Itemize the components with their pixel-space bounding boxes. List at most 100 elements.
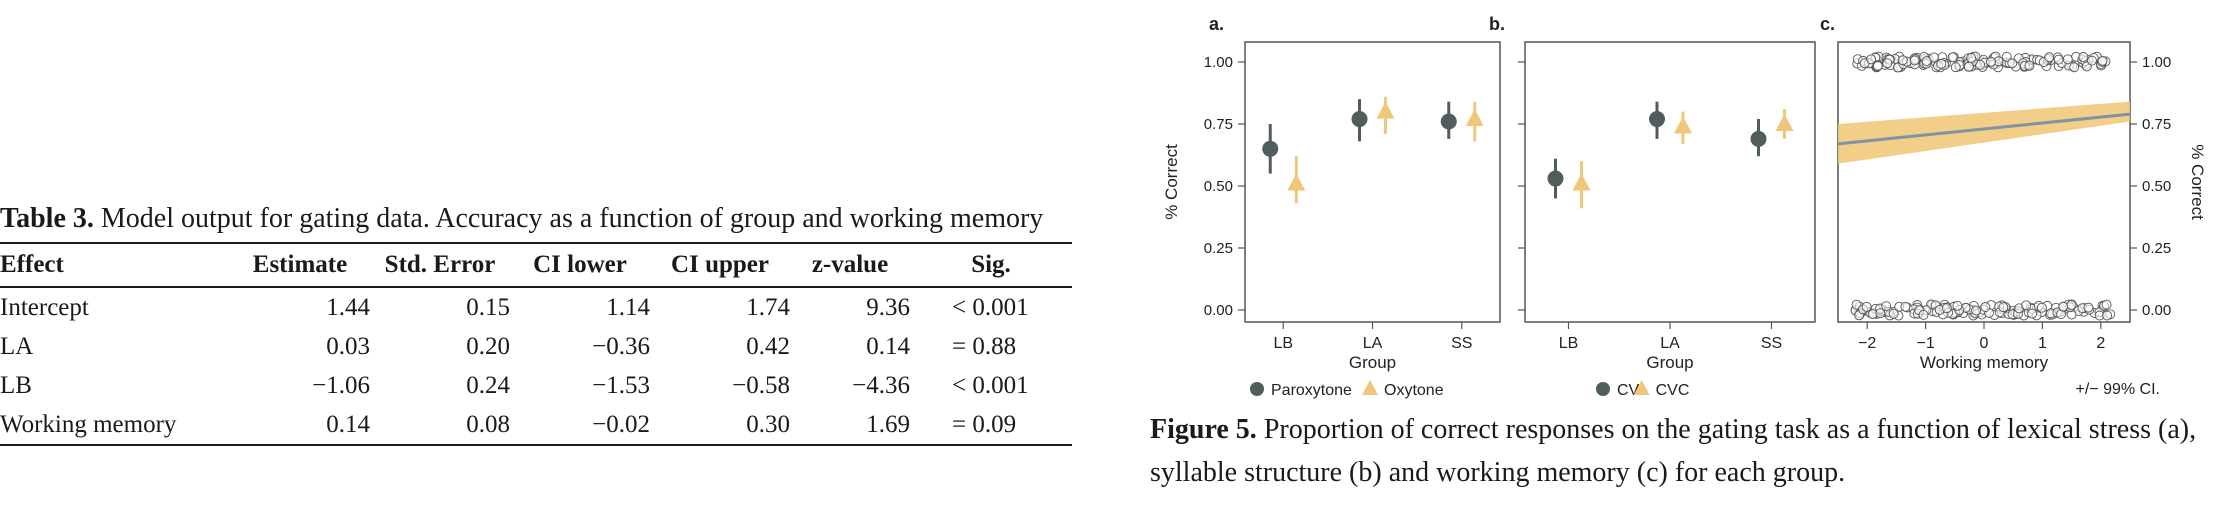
observation-point: [2007, 58, 2018, 69]
x-tick-label: SS: [1761, 335, 1782, 352]
y-axis-label: % Correct: [1162, 144, 1181, 220]
data-point-triangle: [1674, 116, 1692, 134]
panel-label: b.: [1489, 14, 1505, 34]
observation-point: [2066, 299, 2077, 310]
cell-z-value: 0.14: [866, 332, 910, 360]
panel-frame: [1524, 41, 1816, 323]
data-point-triangle: [1775, 114, 1794, 131]
observation-point: [2044, 52, 2055, 63]
data-point-circle: [1649, 111, 1665, 128]
panel-label: c.: [1820, 14, 1835, 34]
y-tick-label: 0.00: [2142, 302, 2171, 319]
legend-triangle-marker: [1362, 380, 1378, 395]
observation-point: [1998, 302, 2009, 313]
y-tick-label: 0.50: [2142, 178, 2171, 195]
data-point-circle: [1351, 111, 1368, 128]
table-row: LA 0.03 0.20 −0.36 0.42 0.14 = 0.88: [0, 327, 1072, 366]
observation-point: [2062, 54, 2073, 65]
cell-z-value: 9.36: [866, 293, 910, 321]
header-effect: Effect: [0, 251, 64, 278]
cell-ci-lower: −0.02: [592, 410, 650, 438]
cell-effect: LA: [0, 332, 34, 360]
observation-point: [1872, 61, 1883, 71]
legend-label: Oxytone: [1384, 382, 1444, 399]
observation-point: [1947, 52, 1958, 63]
legend-circle-marker: [1596, 382, 1610, 396]
y-tick-label: 0.25: [1204, 240, 1233, 257]
table-caption-text: Model output for gating data. Accuracy a…: [100, 203, 1044, 234]
legend-triangle-marker: [1633, 380, 1650, 395]
observation-point: [2083, 302, 2094, 313]
x-tick-label: 0: [1980, 335, 1989, 352]
observation-point: [2101, 299, 2112, 310]
cell-sig: = 0.88: [952, 332, 1017, 360]
observation-point: [1881, 301, 1892, 312]
y-tick-label: 0.75: [1204, 116, 1233, 133]
y-tick-label: 0.25: [2142, 240, 2171, 257]
observation-point: [2053, 54, 2064, 65]
cell-estimate: −1.06: [312, 371, 370, 399]
figure-caption-text: Proportion of correct responses on the g…: [1150, 414, 2197, 488]
x-axis-label: Group: [1349, 353, 1396, 372]
cell-ci-lower: −0.36: [592, 332, 650, 360]
observation-point: [1950, 62, 1961, 73]
observation-point: [2097, 55, 2108, 66]
observation-point: [1971, 305, 1982, 316]
cell-ci-upper: 1.74: [746, 293, 790, 321]
cell-estimate: 1.44: [326, 293, 370, 321]
observation-point: [1866, 54, 1877, 65]
legend-label: CVC: [1656, 382, 1690, 399]
panel-label: a.: [1209, 14, 1224, 34]
cell-ci-upper: 0.30: [746, 410, 790, 438]
observation-point: [2024, 60, 2035, 71]
header-sig: Sig.: [971, 251, 1011, 278]
x-tick-label: −1: [1916, 335, 1934, 352]
y-tick-label: 1.00: [1204, 54, 1233, 71]
x-tick-label: 2: [2096, 335, 2105, 352]
cell-effect: Intercept: [0, 293, 89, 321]
observation-point: [2036, 302, 2047, 313]
x-tick-label: SS: [1451, 335, 1472, 352]
observation-point: [1875, 308, 1886, 319]
y-tick-label: 0.75: [2142, 116, 2171, 133]
data-point-circle: [1750, 130, 1767, 147]
data-point-circle: [1547, 170, 1564, 187]
cell-std-error: 0.24: [466, 371, 510, 399]
panel-frame: [1244, 41, 1501, 323]
cell-ci-lower: 1.14: [606, 293, 650, 321]
cell-std-error: 0.20: [466, 332, 510, 360]
observation-point: [2078, 52, 2089, 62]
observation-point: [1980, 302, 1991, 313]
cell-effect: LB: [0, 371, 32, 399]
table-row: Working memory 0.14 0.08 −0.02 0.30 1.69…: [0, 405, 1072, 445]
y-axis-label: % Correct: [2188, 144, 2207, 220]
observation-point: [1966, 52, 1977, 63]
table-header-row: Effect Estimate Std. Error CI lower CI u…: [0, 243, 1072, 287]
data-point-triangle: [1465, 109, 1484, 127]
table-caption: Table 3. Model output for gating data. A…: [0, 198, 1075, 240]
table-label: Table 3.: [0, 203, 94, 234]
header-std-error: Std. Error: [384, 251, 496, 278]
cell-std-error: 0.15: [466, 293, 510, 321]
observation-point: [2001, 51, 2012, 62]
cell-z-value: −4.36: [852, 371, 910, 399]
x-tick-label: LB: [1273, 335, 1293, 352]
observation-point: [1882, 58, 1893, 69]
observation-point: [1861, 301, 1872, 312]
x-tick-label: 1: [2038, 335, 2047, 352]
cell-sig: < 0.001: [952, 371, 1029, 399]
observation-point: [1909, 55, 1920, 66]
header-estimate: Estimate: [252, 251, 348, 278]
cell-ci-upper: 0.42: [746, 332, 790, 360]
observation-point: [2069, 62, 2080, 73]
cell-sig: < 0.001: [952, 293, 1029, 321]
cell-effect: Working memory: [0, 410, 177, 438]
cell-estimate: 0.03: [326, 332, 370, 360]
x-tick-label: LA: [1660, 335, 1680, 352]
header-z-value: z-value: [811, 251, 889, 278]
x-axis-label: Working memory: [1920, 353, 2049, 372]
x-tick-label: LA: [1363, 335, 1383, 352]
observation-point: [2058, 301, 2069, 312]
observation-point: [2087, 55, 2097, 66]
observation-point: [1897, 55, 1908, 66]
